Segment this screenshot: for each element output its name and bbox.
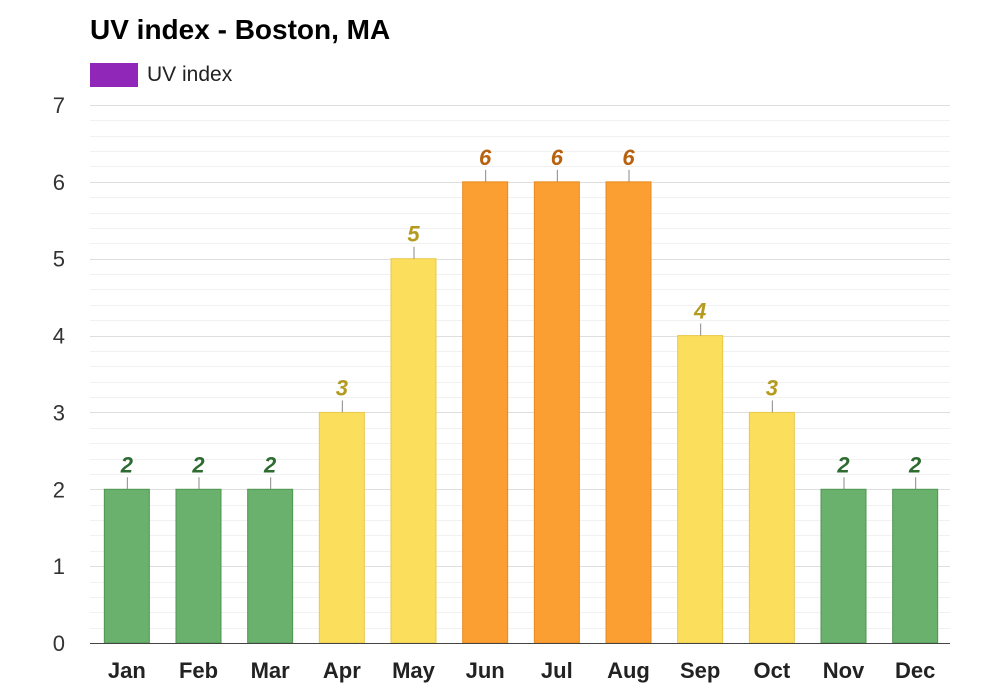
legend-swatch[interactable] xyxy=(90,63,138,87)
y-tick-label: 4 xyxy=(53,324,65,349)
bar-value-label: 2 xyxy=(191,452,205,477)
bar-jul[interactable] xyxy=(533,181,580,644)
x-tick-label: Apr xyxy=(323,658,361,683)
x-tick-label: Jan xyxy=(108,658,146,683)
y-tick-label: 0 xyxy=(53,631,65,656)
legend[interactable]: UV index xyxy=(90,62,232,88)
bar-value-label: 3 xyxy=(336,375,348,400)
x-tick-label: Sep xyxy=(680,658,720,683)
bar-value-label: 6 xyxy=(479,145,492,170)
bar-aug[interactable] xyxy=(605,181,652,644)
bar-value-label: 2 xyxy=(120,452,134,477)
x-tick-label: Dec xyxy=(895,658,935,683)
bar-value-label: 2 xyxy=(263,452,277,477)
y-tick-label: 3 xyxy=(53,400,65,425)
y-tick-label: 1 xyxy=(53,554,65,579)
bar-feb[interactable] xyxy=(175,488,222,644)
bar-value-label: 6 xyxy=(622,145,635,170)
bar-value-label: 5 xyxy=(407,222,420,247)
y-tick-label: 2 xyxy=(53,477,65,502)
bar-jan[interactable] xyxy=(103,488,150,644)
bar-value-label: 6 xyxy=(551,145,564,170)
bar-value-label: 2 xyxy=(908,452,922,477)
legend-label[interactable]: UV index xyxy=(147,63,233,86)
bar-mar[interactable] xyxy=(247,488,294,644)
bar-jun[interactable] xyxy=(462,181,509,644)
bar-sep[interactable] xyxy=(677,335,724,644)
x-tick-label: Jun xyxy=(466,658,505,683)
x-tick-label: Oct xyxy=(753,658,790,683)
y-tick-label: 7 xyxy=(53,93,65,118)
bar-may[interactable] xyxy=(390,258,437,644)
x-tick-label: May xyxy=(392,658,436,683)
bar-nov[interactable] xyxy=(820,488,867,644)
y-tick-label: 5 xyxy=(53,247,65,272)
x-tick-label: Nov xyxy=(823,658,865,683)
bar-oct[interactable] xyxy=(748,411,795,644)
chart-title: UV index - Boston, MA xyxy=(90,14,391,45)
bar-dec[interactable] xyxy=(892,488,939,644)
x-tick-label: Feb xyxy=(179,658,218,683)
bar-apr[interactable] xyxy=(318,411,365,644)
y-tick-label: 6 xyxy=(53,170,65,195)
x-tick-label: Jul xyxy=(541,658,573,683)
bar-value-label: 2 xyxy=(836,452,850,477)
x-tick-label: Mar xyxy=(251,658,291,683)
bar-value-label: 4 xyxy=(693,299,706,324)
bar-value-label: 3 xyxy=(766,375,778,400)
x-tick-label: Aug xyxy=(607,658,650,683)
